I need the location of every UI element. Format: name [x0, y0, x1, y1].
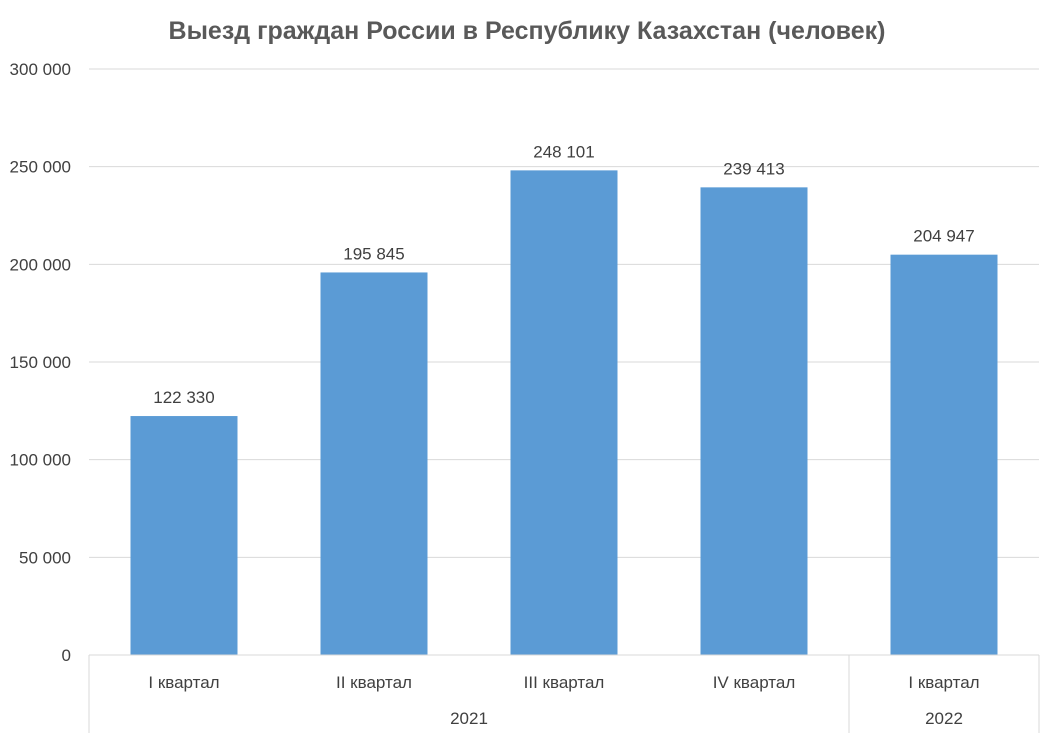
bar — [700, 187, 808, 655]
chart-title: Выезд граждан России в Республику Казахс… — [169, 17, 886, 45]
y-tick-label: 200 000 — [10, 255, 71, 274]
bars — [130, 170, 998, 656]
y-tick-label: 300 000 — [10, 60, 71, 79]
x-category-label: III квартал — [524, 673, 605, 692]
data-label: 239 413 — [723, 159, 784, 178]
y-tick-label: 100 000 — [10, 451, 71, 470]
bar — [510, 170, 618, 656]
y-tick-label: 50 000 — [19, 548, 71, 567]
data-label: 122 330 — [153, 388, 214, 407]
x-category-label: I квартал — [908, 673, 979, 692]
x-category-label: II квартал — [336, 673, 412, 692]
y-tick-label: 150 000 — [10, 353, 71, 372]
x-group-label: 2022 — [925, 709, 963, 728]
y-tick-label: 0 — [62, 646, 71, 665]
data-label: 195 845 — [343, 244, 404, 263]
x-group-label: 2021 — [450, 709, 488, 728]
x-category-label: I квартал — [148, 673, 219, 692]
data-labels: 122 330 195 845 248 101 239 413 204 947 — [153, 142, 974, 407]
bar — [890, 254, 998, 655]
data-label: 204 947 — [913, 227, 974, 246]
x-category-label: IV квартал — [713, 673, 796, 692]
bar — [320, 272, 428, 655]
y-axis-ticks: 0 50 000 100 000 150 000 200 000 250 000 300 0… — [10, 60, 71, 665]
x-axis: I квартал II квартал III квартал IV квартал… — [88, 654, 1040, 733]
y-tick-label: 250 000 — [10, 158, 71, 177]
data-label: 248 101 — [533, 142, 594, 161]
bar — [130, 416, 238, 655]
